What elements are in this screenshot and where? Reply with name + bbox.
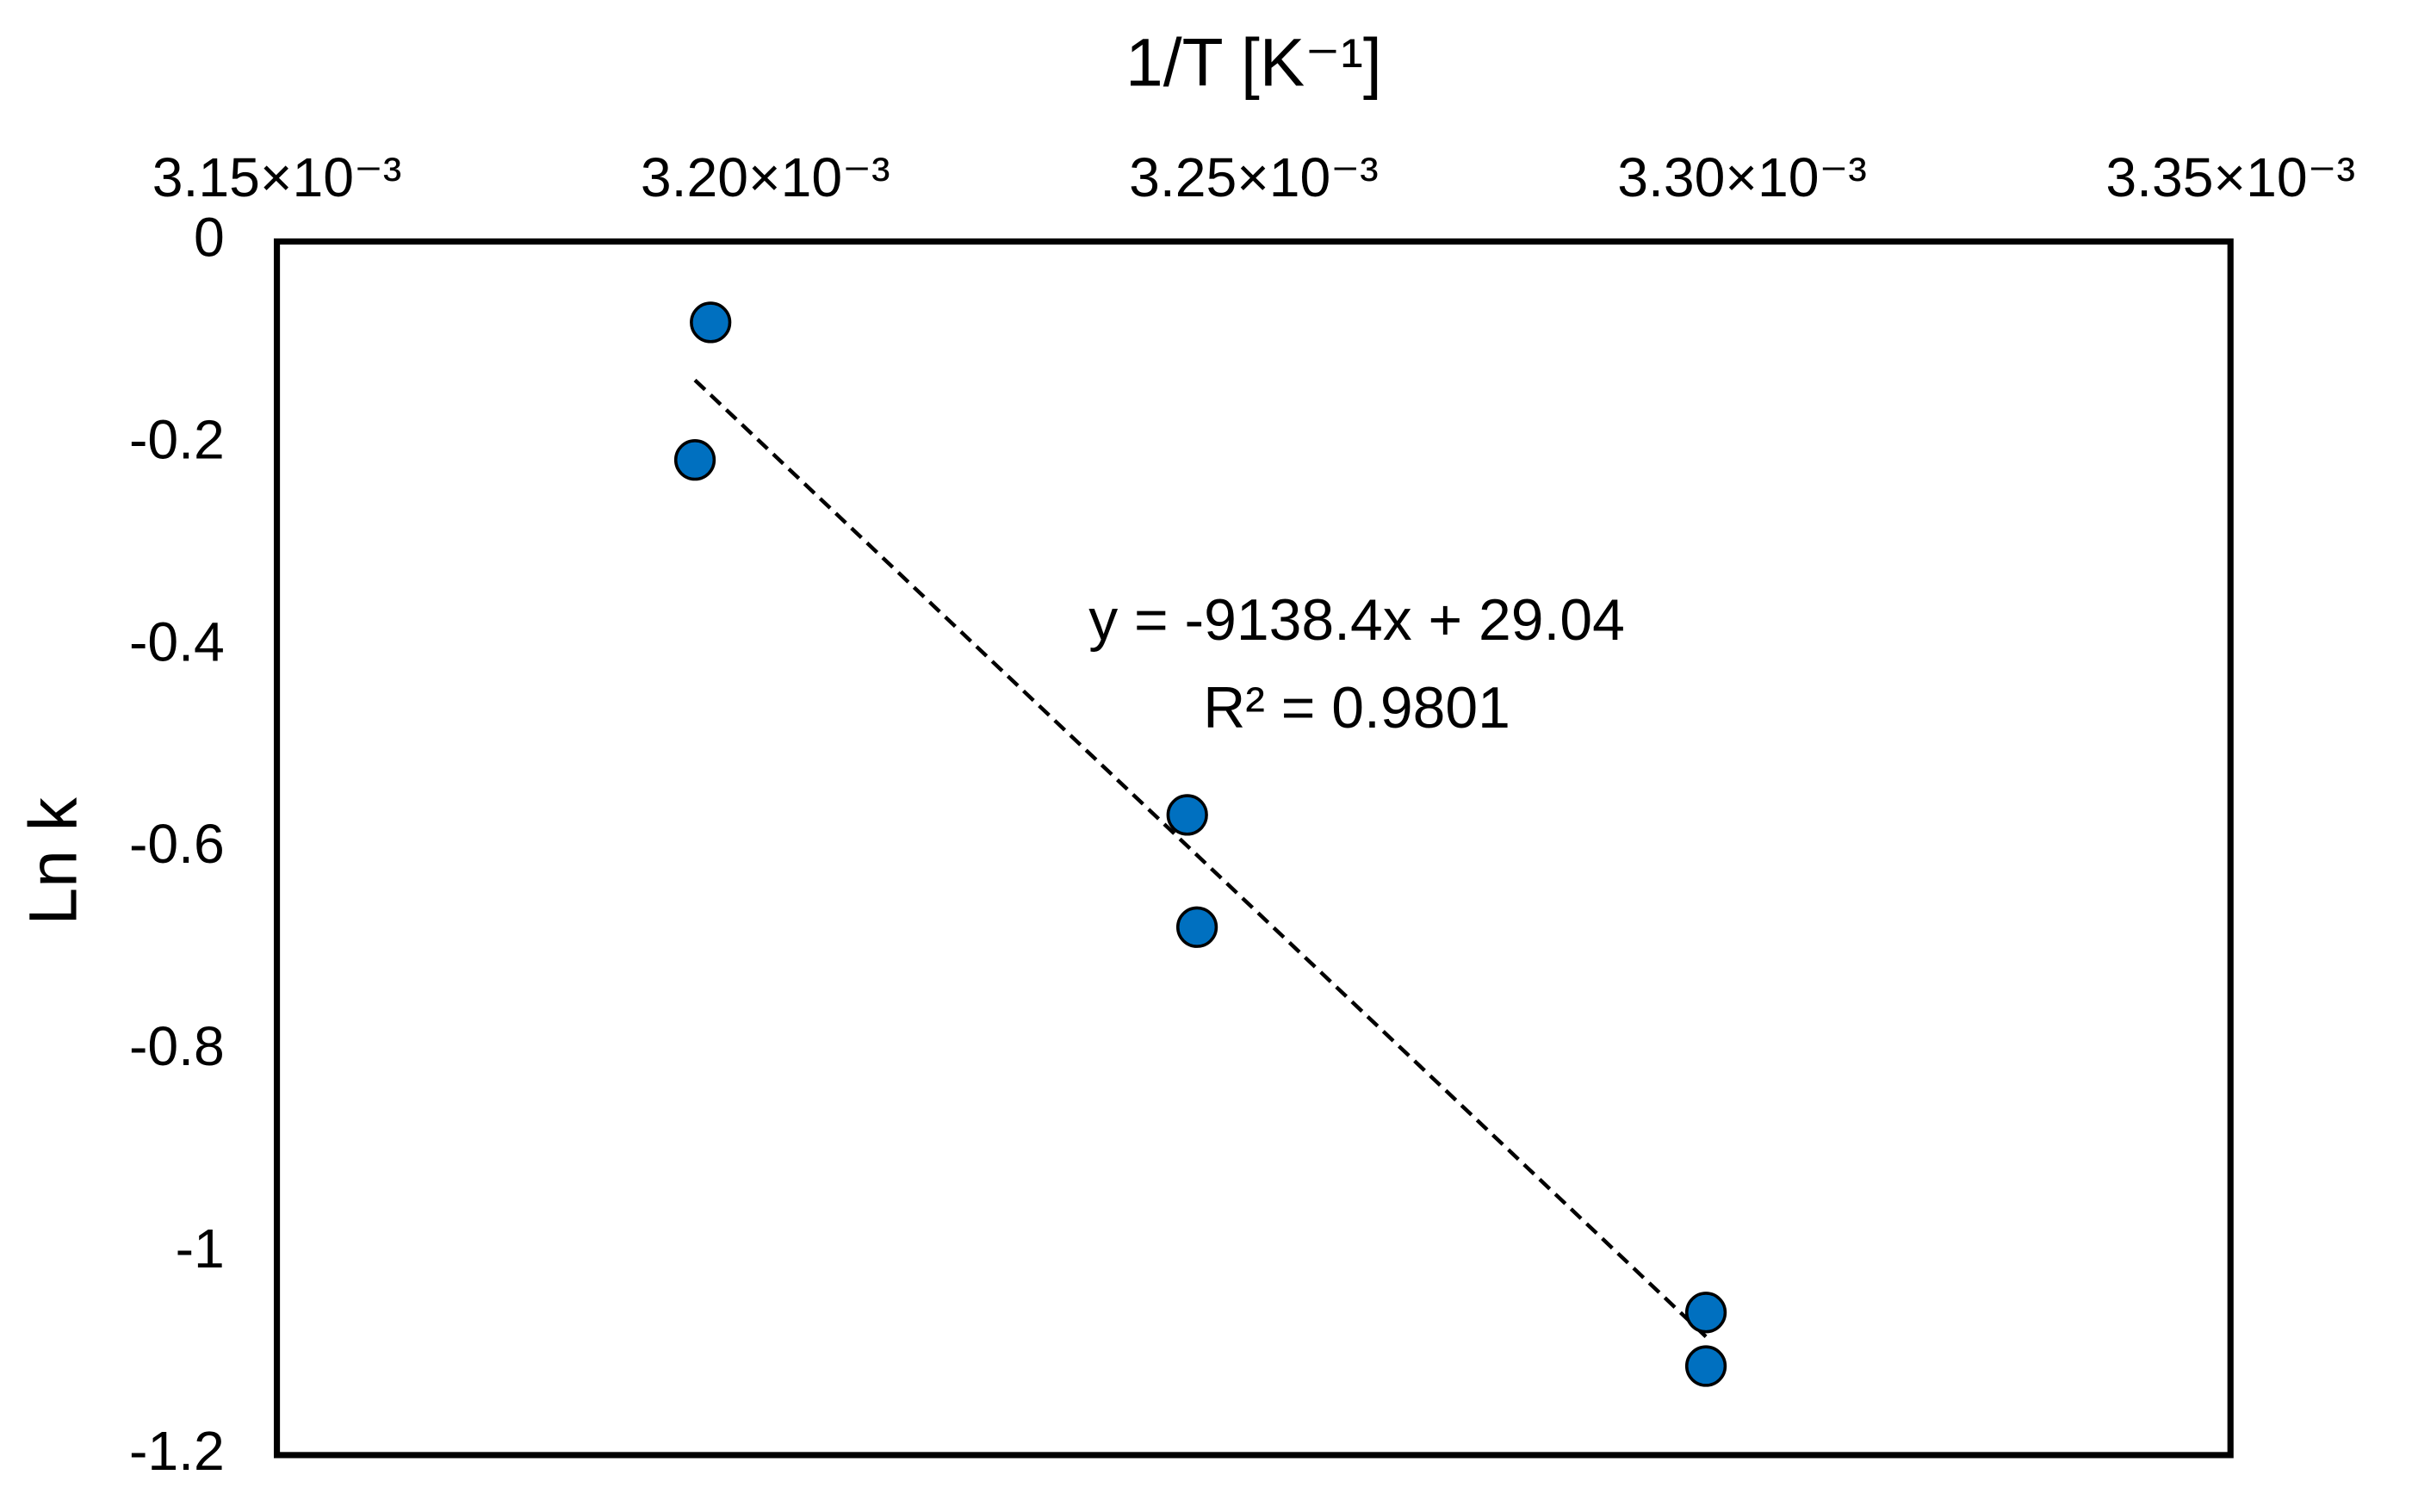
y-tick-label: -0.2 (129, 408, 225, 470)
x-tick-label: 3.25×10⁻³ (1129, 146, 1379, 208)
y-axis-title: Ln k (16, 796, 91, 925)
data-point (1166, 794, 1208, 836)
x-tick-label: 3.20×10⁻³ (641, 146, 890, 208)
y-tick-label: -1 (176, 1218, 225, 1280)
x-tick-label: 3.15×10⁻³ (152, 146, 402, 208)
x-axis-title: 1/T [K⁻¹] (1125, 24, 1382, 100)
data-point (690, 301, 732, 344)
trendline (693, 378, 1708, 1338)
x-tick-label: 3.30×10⁻³ (1617, 146, 1867, 208)
x-tick-label: 3.35×10⁻³ (2105, 146, 2355, 208)
data-point (1684, 1345, 1727, 1387)
data-point (1175, 906, 1218, 948)
trendline-r-squared: R² = 0.9801 (1203, 676, 1510, 741)
trendline-equation: y = -9138.4x + 29.04 (1088, 588, 1625, 653)
plot-frame (273, 238, 2234, 1459)
y-tick-label: -0.4 (129, 610, 225, 672)
y-tick-label: 0 (194, 206, 225, 268)
y-tick-label: -0.8 (129, 1015, 225, 1077)
y-tick-label: -0.6 (129, 813, 225, 875)
y-tick-label: -1.2 (129, 1420, 225, 1482)
data-point (673, 439, 716, 481)
data-point (1684, 1292, 1727, 1334)
